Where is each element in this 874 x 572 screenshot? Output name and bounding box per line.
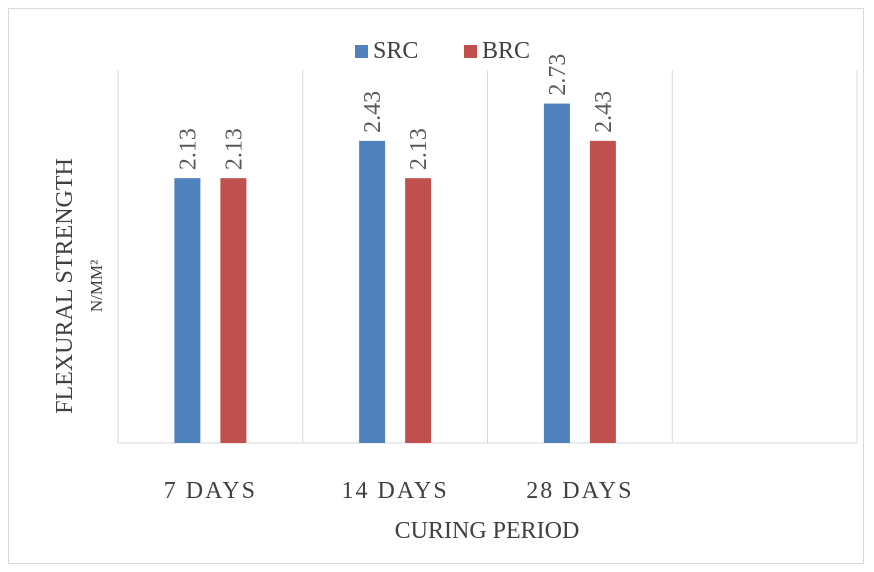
data-label-brc-0: 2.13 bbox=[221, 128, 247, 170]
data-labels: 2.13 2.13 2.43 2.13 2.73 2.43 bbox=[175, 54, 617, 171]
x-tick-label-1: 14 DAYS bbox=[342, 478, 449, 504]
legend-label-src: SRC bbox=[373, 38, 418, 64]
x-axis-title: CURING PERIOD bbox=[395, 518, 580, 544]
data-label-src-0: 2.13 bbox=[175, 128, 201, 170]
bars bbox=[174, 103, 616, 444]
legend-label-brc: BRC bbox=[482, 38, 530, 64]
x-tick-label-2: 28 DAYS bbox=[526, 478, 633, 504]
y-axis-title-line2: N/MM² bbox=[87, 260, 106, 312]
bar-brc-1 bbox=[405, 178, 432, 444]
data-label-src-2: 2.73 bbox=[545, 54, 571, 96]
x-tick-label-0: 7 DAYS bbox=[164, 478, 257, 504]
bar-src-2 bbox=[543, 103, 570, 443]
data-label-brc-2: 2.43 bbox=[591, 91, 617, 133]
data-label-src-1: 2.43 bbox=[360, 91, 386, 133]
bar-src-1 bbox=[359, 140, 386, 443]
legend: SRC BRC bbox=[355, 38, 530, 64]
category-gridlines bbox=[117, 70, 858, 444]
y-axis-title-line1: FLEXURAL STRENGTH bbox=[52, 158, 78, 414]
legend-swatch-src bbox=[355, 45, 368, 58]
bar-brc-0 bbox=[220, 178, 247, 444]
data-label-brc-1: 2.13 bbox=[406, 128, 432, 170]
legend-swatch-brc bbox=[464, 45, 477, 58]
x-tick-labels: 7 DAYS 14 DAYS 28 DAYS bbox=[164, 478, 633, 504]
chart-frame bbox=[8, 8, 864, 564]
bar-brc-2 bbox=[589, 140, 616, 443]
bar-src-0 bbox=[174, 178, 201, 444]
